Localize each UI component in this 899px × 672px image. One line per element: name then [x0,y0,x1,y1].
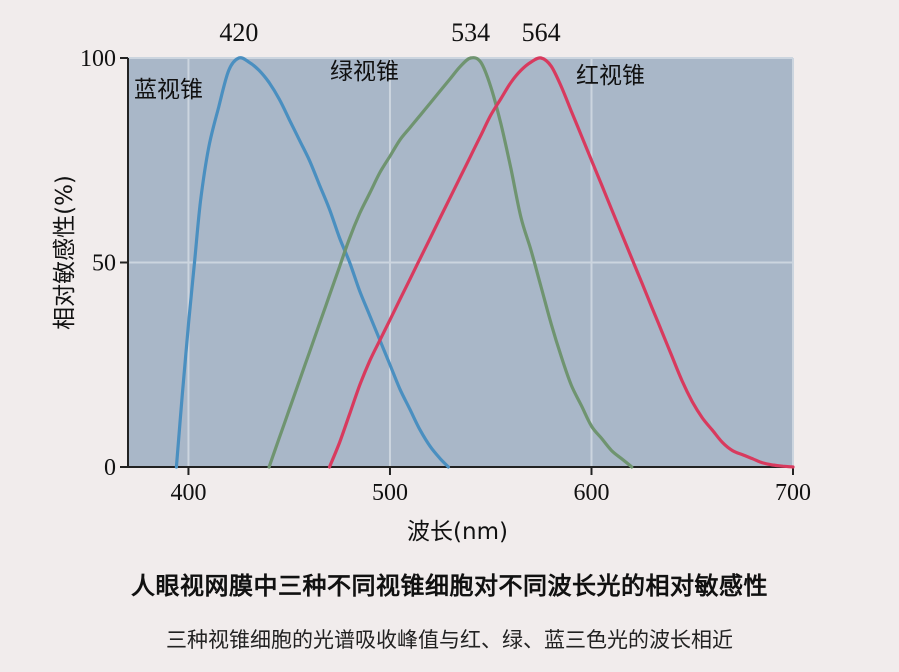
x-axis-label: 波长(nm) [407,519,508,545]
chart-labels: 蓝视锥 绿视锥 红视锥 420 534 564 [134,18,645,103]
grid-lines [128,57,794,468]
series-line-1 [174,56,450,469]
x-tick-label: 600 [573,480,609,506]
x-tick-label: 400 [170,480,206,506]
peak-label-1: 420 [219,18,258,47]
peak-label-3: 564 [522,18,561,47]
y-tick-label: 50 [92,251,116,277]
series-line-2 [267,56,634,469]
y-tick-label: 100 [80,46,116,72]
peak-label-2: 534 [451,18,490,47]
x-tick-label: 500 [372,480,408,506]
series-label-1: 蓝视锥 [134,77,203,103]
series-line-3 [327,56,795,469]
x-tick-label: 700 [775,480,811,506]
series-label-3: 红视锥 [576,63,645,89]
caption-title: 人眼视网膜中三种不同视锥细胞对不同波长光的相对敏感性 [131,572,768,600]
caption-subtitle: 三种视锥细胞的光谱吸收峰值与红、绿、蓝三色光的波长相近 [166,628,733,652]
series-label-2: 绿视锥 [330,59,399,85]
series-group [174,56,795,469]
y-tick-label: 0 [104,455,116,481]
spectral-sensitivity-chart: 400 500 600 700 0 50 100 波长(nm) 相对敏感性(%) 蓝视锥 绿视锥 红… [52,18,811,545]
axes: 400 500 600 700 0 50 100 波长(nm) 相对敏感性(%) [52,46,811,545]
y-axis-label: 相对敏感性(%) [52,175,78,330]
